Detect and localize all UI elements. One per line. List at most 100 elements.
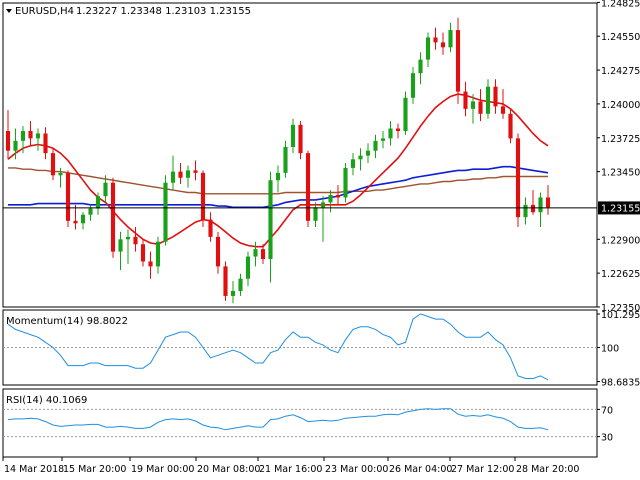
candle[interactable] — [208, 212, 213, 242]
candle[interactable] — [20, 126, 26, 154]
candle[interactable] — [28, 121, 33, 146]
candle[interactable] — [73, 204, 78, 230]
candle[interactable] — [110, 177, 116, 258]
candle[interactable] — [268, 171, 273, 283]
candle[interactable] — [305, 150, 311, 227]
candle[interactable] — [418, 52, 423, 85]
candle[interactable] — [163, 175, 168, 246]
candle[interactable] — [125, 229, 131, 264]
candle[interactable] — [80, 212, 86, 230]
candle-body — [290, 124, 296, 147]
candle[interactable] — [13, 128, 18, 160]
candle[interactable] — [320, 196, 326, 242]
candle[interactable] — [290, 118, 296, 154]
candle[interactable] — [215, 231, 221, 274]
candle[interactable] — [545, 185, 551, 215]
candle[interactable] — [5, 110, 11, 160]
candle[interactable] — [448, 22, 453, 53]
candle-body — [223, 266, 228, 296]
candle[interactable] — [170, 155, 176, 191]
candle-body — [260, 249, 266, 259]
candle[interactable] — [455, 17, 461, 104]
candle[interactable] — [238, 273, 243, 296]
candle[interactable] — [433, 27, 438, 50]
candle[interactable] — [260, 244, 266, 264]
current-price-badge-bg — [598, 201, 640, 215]
price-tick-label: 1.24275 — [601, 66, 640, 77]
candle[interactable] — [283, 140, 288, 178]
momentum-line — [7, 313, 549, 381]
candle[interactable] — [500, 89, 506, 119]
price-tick-label: 1.23725 — [601, 134, 640, 145]
candle[interactable] — [103, 175, 108, 203]
candle[interactable] — [523, 197, 528, 225]
candles[interactable] — [5, 17, 551, 304]
candle[interactable] — [515, 133, 521, 227]
momentum-header: Momentum(14) 98.8022 — [6, 316, 128, 327]
momentum-tick-label: 101.295 — [601, 310, 640, 321]
candle[interactable] — [185, 165, 191, 188]
candle[interactable] — [148, 251, 153, 279]
candle[interactable] — [403, 91, 408, 135]
candle[interactable] — [350, 153, 356, 176]
candle[interactable] — [463, 81, 468, 117]
candle[interactable] — [425, 32, 431, 67]
candle[interactable] — [493, 79, 498, 114]
candle[interactable] — [43, 127, 48, 160]
candle[interactable] — [50, 148, 56, 181]
candle-body — [523, 204, 528, 218]
candle-body — [500, 106, 506, 114]
candle-body — [193, 170, 198, 173]
candle[interactable] — [65, 170, 71, 227]
candle[interactable] — [380, 131, 386, 149]
candle[interactable] — [133, 227, 138, 252]
candle[interactable] — [470, 94, 476, 124]
candle[interactable] — [95, 192, 101, 215]
candle[interactable] — [508, 108, 513, 144]
candle[interactable] — [230, 281, 236, 304]
candle[interactable] — [328, 190, 333, 213]
candle[interactable] — [200, 170, 206, 227]
rsi-panel[interactable]: RSI(14) 40.1069 70 30 — [2, 388, 613, 458]
candle[interactable] — [343, 163, 348, 203]
candle[interactable] — [358, 148, 363, 171]
price-tick-label: 1.24550 — [601, 32, 640, 43]
time-tick-label: 23 Mar 00:00 — [325, 464, 388, 475]
candle[interactable] — [58, 167, 63, 188]
candle[interactable] — [298, 121, 303, 160]
candle-body — [148, 261, 153, 267]
candle-body — [320, 202, 326, 208]
current-price-badge: 1.23155 — [598, 201, 640, 215]
candle[interactable] — [253, 241, 258, 267]
candle[interactable] — [388, 121, 393, 146]
price-panel[interactable]: EURUSD,H4 1.23227 1.23348 1.23103 1.2315… — [2, 0, 640, 314]
candle[interactable] — [140, 239, 146, 267]
candle[interactable] — [193, 160, 198, 181]
candle[interactable] — [373, 134, 378, 159]
candle[interactable] — [538, 192, 543, 227]
candle[interactable] — [178, 163, 183, 184]
candle-body — [418, 59, 423, 74]
candle-body — [275, 172, 281, 181]
candle[interactable] — [313, 202, 318, 227]
candle[interactable] — [410, 67, 416, 104]
candle-body — [478, 101, 483, 114]
candle[interactable] — [395, 123, 401, 139]
candle[interactable] — [245, 251, 251, 287]
candle-body — [50, 153, 56, 176]
candle[interactable] — [530, 190, 536, 215]
candle[interactable] — [275, 165, 281, 193]
candle[interactable] — [155, 236, 161, 274]
candle-body — [470, 101, 476, 109]
candle-body — [380, 138, 386, 141]
candle[interactable] — [35, 128, 41, 151]
momentum-panel[interactable]: Momentum(14) 98.8022 101.295 100 98.6835 — [2, 309, 640, 389]
candle[interactable] — [223, 261, 228, 301]
candle[interactable] — [118, 231, 123, 271]
candle[interactable] — [335, 185, 341, 205]
candle[interactable] — [478, 89, 483, 122]
candle[interactable] — [485, 79, 491, 119]
candle[interactable] — [365, 143, 371, 163]
candle[interactable] — [440, 32, 446, 55]
